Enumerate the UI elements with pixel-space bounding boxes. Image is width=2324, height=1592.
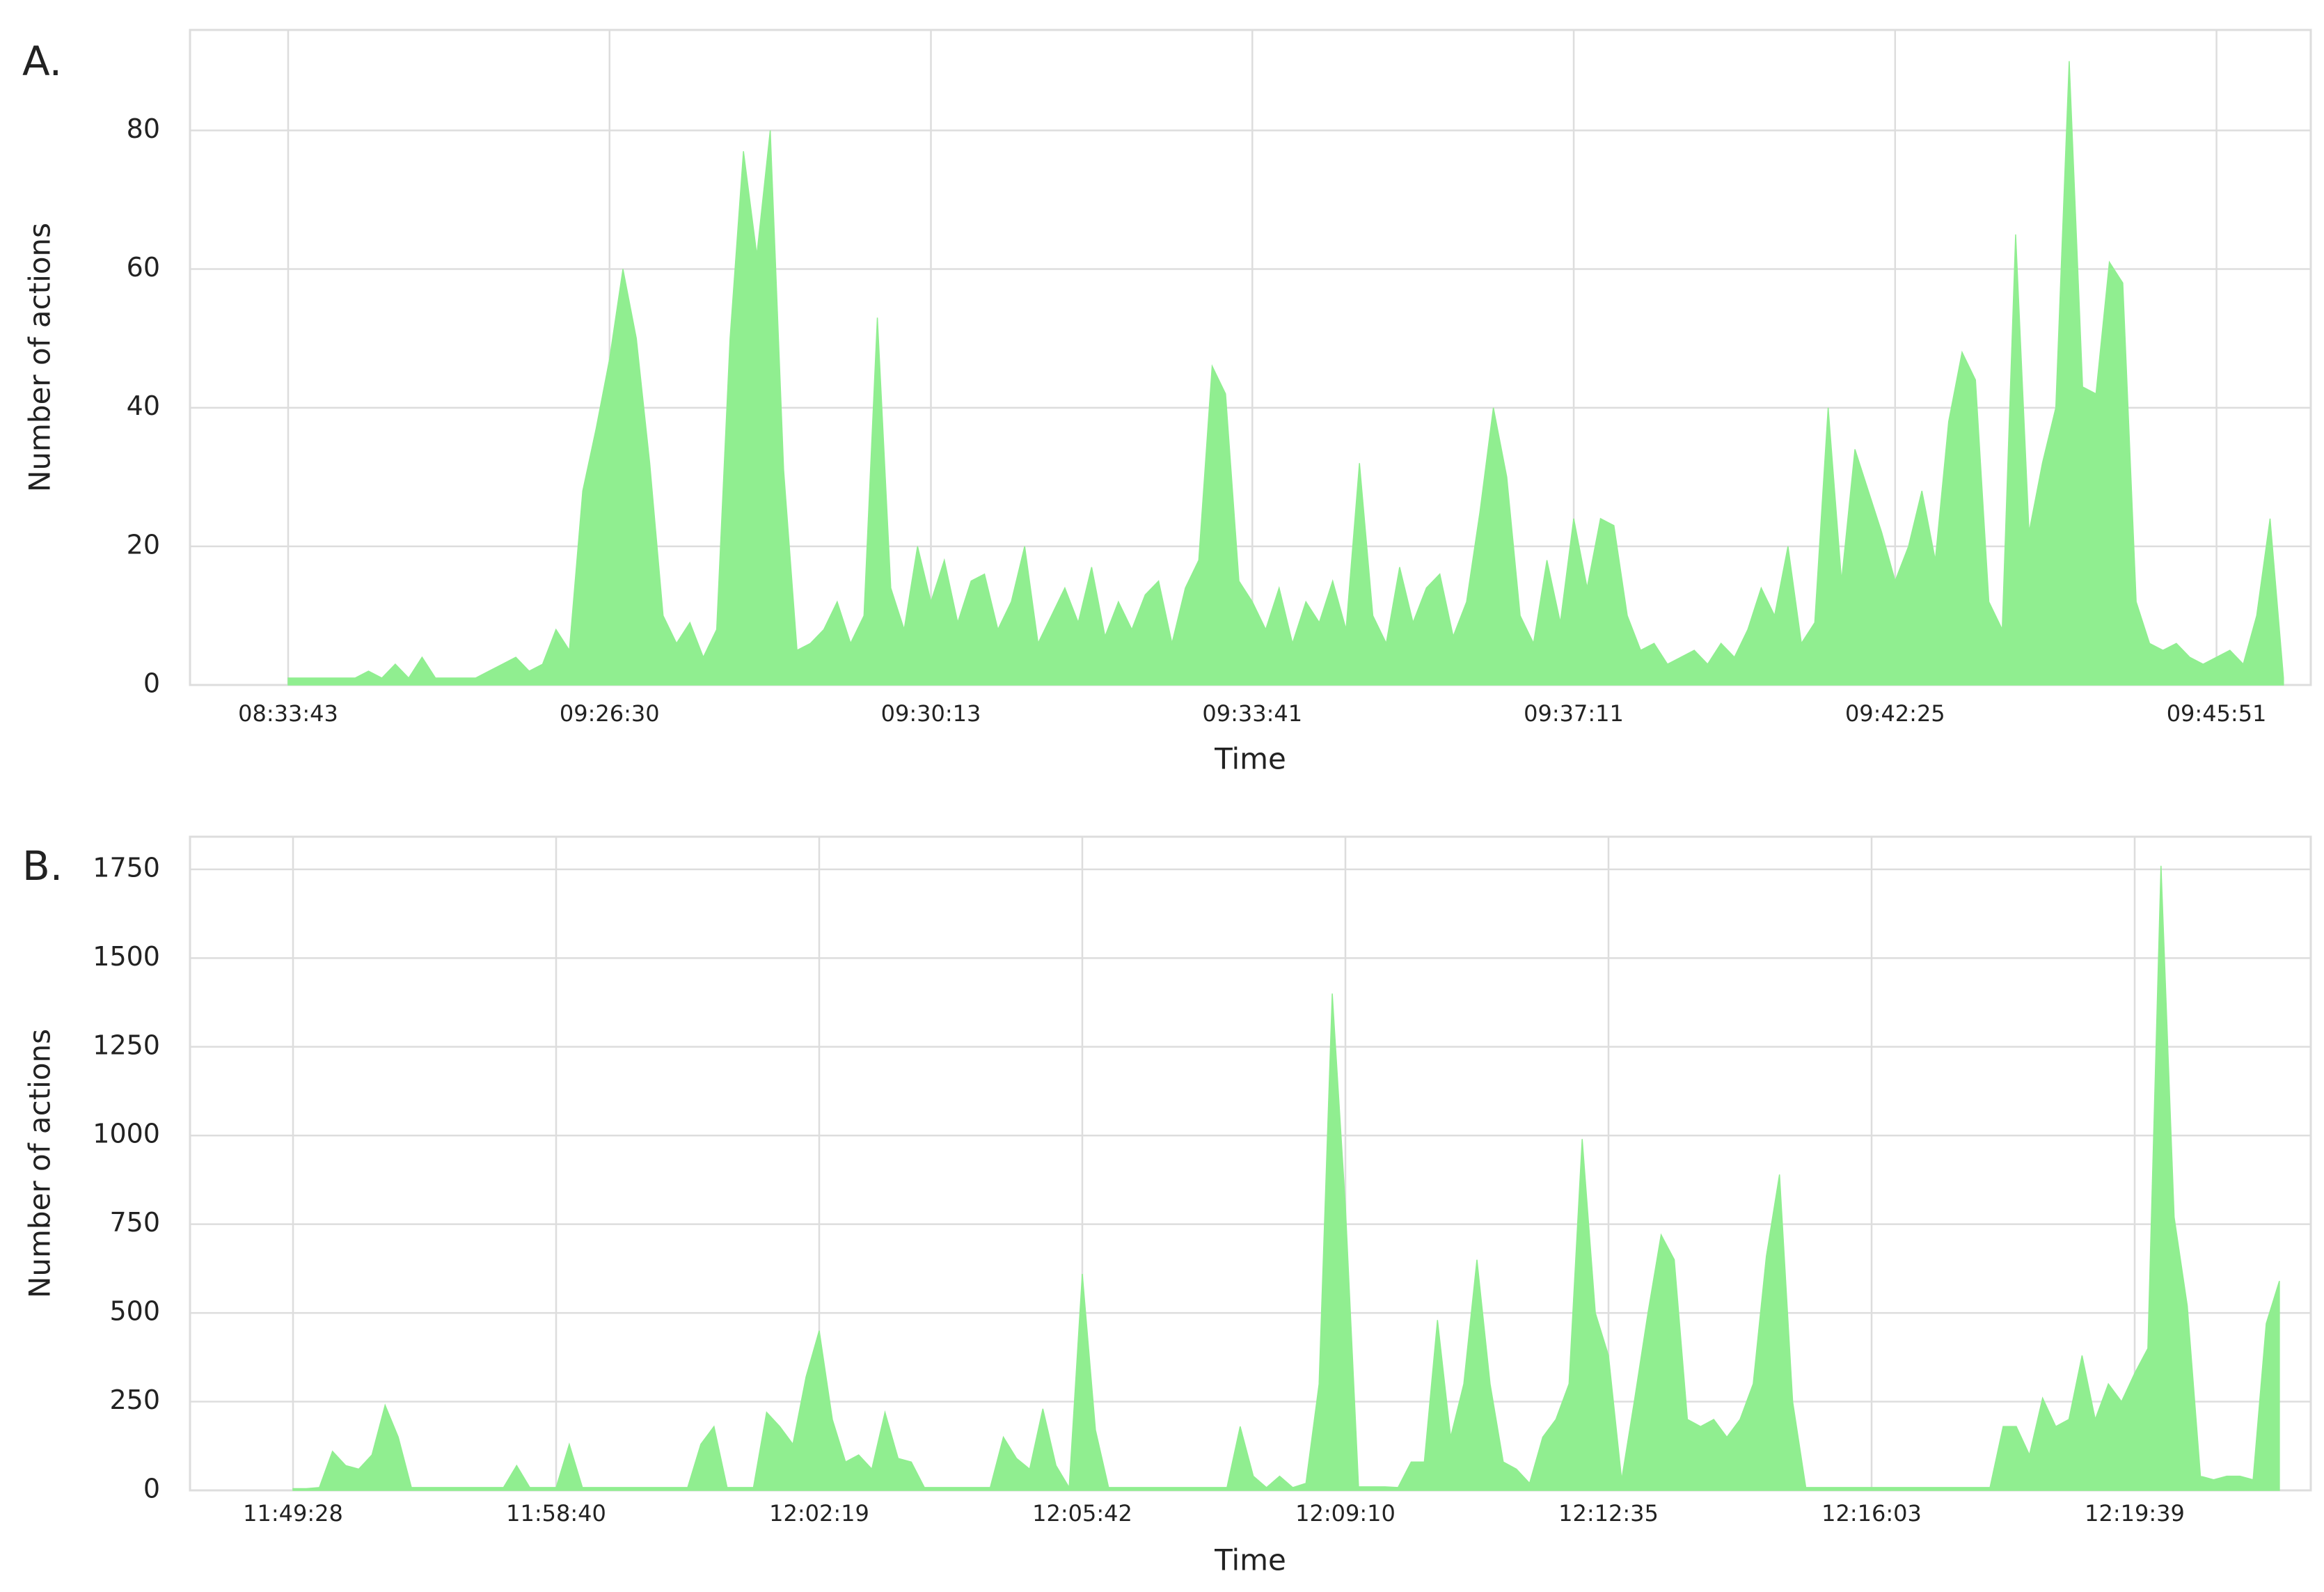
y-tick-label: 500 — [109, 1296, 160, 1327]
y-tick-label: 20 — [127, 529, 160, 560]
y-tick-label: 40 — [127, 391, 160, 421]
x-tick-label: 12:16:03 — [1821, 1500, 1922, 1527]
x-tick-label: 09:30:13 — [881, 700, 981, 727]
x-axis-label: Time — [1214, 742, 1286, 776]
x-tick-label: 12:19:39 — [2085, 1500, 2185, 1527]
x-tick-label: 09:42:25 — [1845, 700, 1945, 727]
y-tick-label: 0 — [143, 668, 160, 699]
x-tick-label: 12:12:35 — [1558, 1500, 1659, 1527]
panel-label: A. — [22, 38, 62, 85]
plot-area — [189, 29, 2312, 686]
x-tick-label: 12:02:19 — [769, 1500, 869, 1527]
panel-label: B. — [22, 842, 63, 890]
x-axis-label: Time — [1214, 1543, 1286, 1577]
x-tick-label: 09:45:51 — [2167, 700, 2267, 727]
x-tick-label: 09:26:30 — [560, 700, 660, 727]
y-axis-label: Number of actions — [23, 1029, 57, 1298]
y-tick-label: 750 — [109, 1207, 160, 1238]
y-tick-label: 80 — [127, 113, 160, 144]
area — [287, 61, 2284, 686]
y-tick-label: 60 — [127, 252, 160, 283]
plot-area — [189, 835, 2312, 1492]
x-tick-label: 09:37:11 — [1524, 700, 1624, 727]
y-tick-label: 1000 — [93, 1119, 160, 1149]
y-tick-label: 250 — [109, 1385, 160, 1415]
x-tick-label: 12:09:10 — [1295, 1500, 1396, 1527]
x-tick-label: 08:33:43 — [238, 700, 338, 727]
x-tick-label: 11:58:40 — [506, 1500, 606, 1527]
x-tick-label: 12:05:42 — [1032, 1500, 1132, 1527]
y-tick-label: 0 — [143, 1474, 160, 1504]
x-tick-label: 09:33:41 — [1202, 700, 1302, 727]
y-tick-label: 1750 — [93, 852, 160, 883]
x-tick-label: 11:49:28 — [243, 1500, 343, 1527]
y-axis-label: Number of actions — [23, 223, 57, 492]
area — [292, 865, 2280, 1491]
y-tick-label: 1250 — [93, 1030, 160, 1060]
y-tick-label: 1500 — [93, 941, 160, 972]
